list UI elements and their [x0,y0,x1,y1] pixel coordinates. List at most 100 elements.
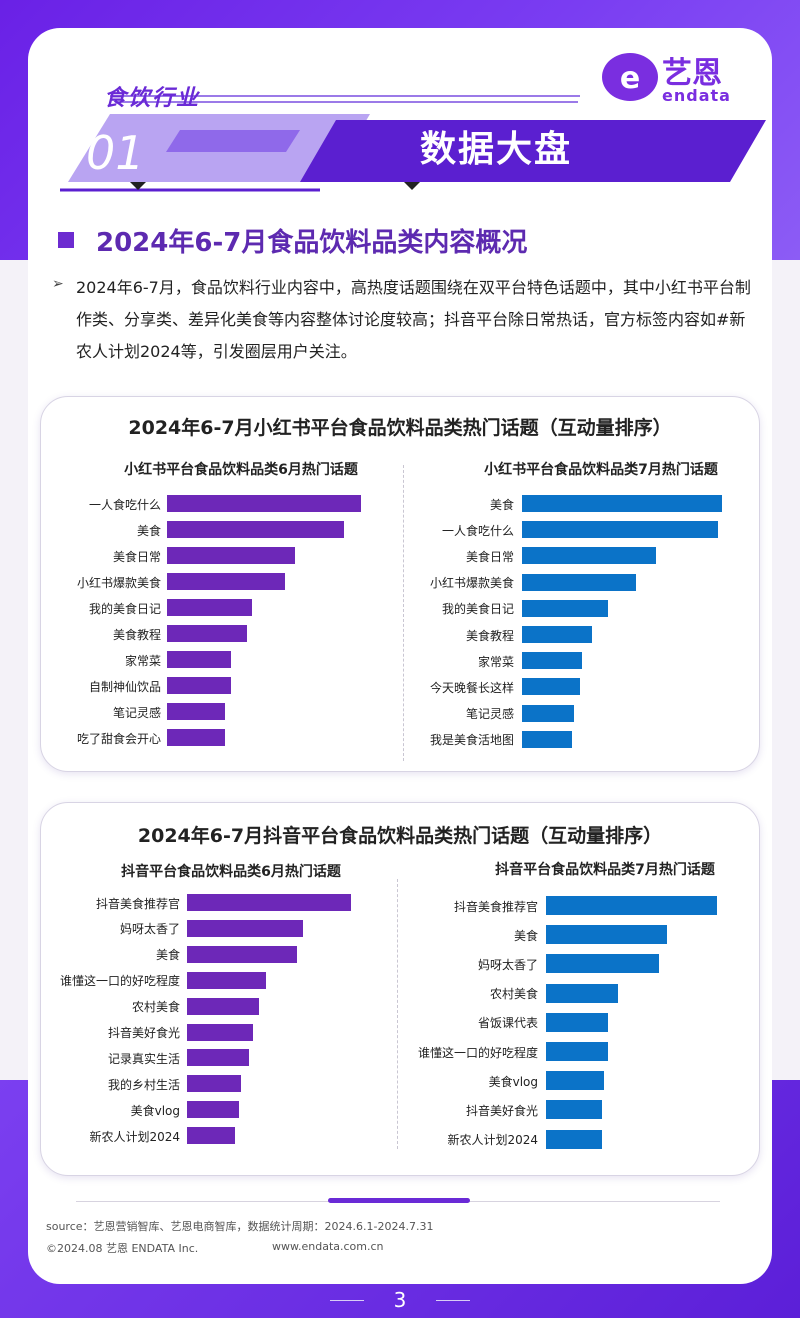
bar [187,919,304,937]
bar [187,945,297,963]
bar-label: 美食 [513,928,538,943]
bullet-arrow-icon: ➢ [52,276,64,292]
bar-label: 妈呀太香了 [119,922,180,937]
bar-label: 新农人计划2024 [447,1133,538,1148]
bar-label: 记录真实生活 [107,1051,180,1066]
bar-label: 美食vlog [488,1074,538,1089]
industry-label: 食饮行业 [104,86,201,111]
copyright: ©2024.08 艺恩 ENDATA Inc. [46,1242,199,1255]
page-number: 3 [393,1288,407,1312]
page-number-line-right [436,1300,470,1301]
bar [522,704,574,722]
panel-title: 2024年6-7月小红书平台食品饮料品类热门话题（互动量排序） [128,417,672,439]
bar [522,652,582,670]
bar [522,626,592,643]
bar [167,729,226,746]
website: www.endata.com.cn [272,1240,384,1253]
bar-label: 笔记灵感 [465,707,514,722]
svg-text:e: e [620,61,640,96]
panel-title: 2024年6-7月抖音平台食品饮料品类热门话题（互动量排序） [137,825,663,847]
bar [522,599,608,617]
douyin-panel: 2024年6-7月抖音平台食品饮料品类热门话题（互动量排序） 抖音平台食品饮料品… [40,802,760,1176]
chart-subtitle-june: 小红书平台食品饮料品类6月热门话题 [124,462,358,478]
endata-logo-icon: e [602,53,658,101]
bar [546,1129,603,1149]
bar-label: 美食 [489,497,514,512]
page-number-line-left [330,1300,364,1301]
bar-label: 新农人计划2024 [89,1129,180,1144]
xiaohongshu-july-chart: 美食 一人食吃什么 美食日常 小红书爆款美食 我的美食日记 美食教程 家常菜 今天晚餐长这样笔… [41,397,759,771]
douyin-july-chart: 抖音美食推荐官 美食 妈呀太香了 农村美食 省饭课代表 谁懂这一口的好吃程度 美食vlog 抖… [41,803,759,1175]
bar-label: 小红书爆款美食 [429,576,514,591]
panel-divider [397,879,398,1149]
bar [167,677,232,694]
bar-label: 农村美食 [489,987,538,1002]
bar-label: 美食日常 [465,549,514,564]
source-note: source：艺恩营销智库、艺恩电商智库，数据统计周期：2024.6.1-202… [46,1220,434,1233]
section-title: 2024年6-7月食品饮料品类内容概况 [96,228,528,258]
bar [167,703,226,720]
bar-label: 家常菜 [124,653,161,668]
bar [522,547,656,565]
bar [187,1127,235,1145]
bar [167,495,361,512]
bar [546,925,668,945]
section-marker [58,232,74,248]
bar [546,1100,603,1120]
bar [187,1075,242,1093]
bar-label: 谁懂这一口的好吃程度 [417,1045,538,1060]
bar-label: 自制神仙饮品 [88,679,161,694]
bar-label: 吃了甜食会开心 [76,731,161,746]
bar [546,983,618,1003]
bar [522,573,636,591]
bar-label: 抖音美好食光 [107,1026,180,1040]
bar-label: 我的美食日记 [88,601,161,616]
bar-label: 小红书爆款美食 [76,575,161,590]
chapter-number: 01 [86,126,145,180]
chart-subtitle-july: 小红书平台食品饮料品类7月热门话题 [484,462,718,478]
bar-label: 美食教程 [112,627,161,642]
bar [546,954,659,974]
bar-label: 一人食吃什么 [441,523,514,538]
bar-label: 抖音美食推荐官 [95,896,180,911]
bar [187,971,266,989]
bar-label: 美食vlog [130,1103,180,1118]
bar-label: 谁懂这一口的好吃程度 [59,974,180,989]
bar-label: 美食教程 [465,628,514,643]
bar [187,894,351,911]
bar [546,1042,608,1061]
banner-title: 数据大盘 [420,129,573,170]
bar-label: 我的乡村生活 [107,1077,180,1092]
bar-label: 农村美食 [131,1000,180,1015]
bar-label: 今天晚餐长这样 [429,680,514,695]
bar [546,1071,605,1091]
chart-subtitle-june: 抖音平台食品饮料品类6月热门话题 [121,864,341,880]
logo-cn: 艺恩 [662,56,722,91]
bar-label: 美食日常 [112,549,161,564]
bar-label: 抖音美食推荐官 [453,899,538,914]
bar [546,1012,608,1032]
bar [187,1049,250,1067]
bar [187,997,260,1015]
xiaohongshu-june-chart: 一人食吃什么 美食美食日常小红书爆款美食我的美食日记美食教程家常菜自制神仙饮品笔记… [41,397,759,771]
logo-en: endata [662,86,731,105]
bar-label: 妈呀太香了 [477,957,538,972]
bar-label: 美食 [155,948,180,963]
bar [167,651,232,668]
bar [522,521,718,539]
bar-label: 省饭课代表 [477,1016,538,1031]
bar [167,599,253,616]
bar [187,1023,253,1041]
bar-label: 一人食吃什么 [88,497,161,512]
bar [522,678,580,696]
bar-label: 笔记灵感 [112,705,161,720]
chart-subtitle-july: 抖音平台食品饮料品类7月热门话题 [495,862,715,878]
bar-label: 我是美食活地图 [429,733,514,748]
xiaohongshu-panel: 2024年6-7月小红书平台食品饮料品类热门话题（互动量排序） 小红书平台食品饮… [40,396,760,772]
bar [167,625,247,642]
douyin-june-chart: 抖音美食推荐官 妈呀太香了 美食 谁懂这一口的好吃程度 农村美食 抖音美好食光 记录真实生活… [41,803,759,1175]
bar-label: 我的美食日记 [441,602,514,617]
bar [167,547,296,564]
bar [167,573,286,590]
bar [167,521,344,538]
